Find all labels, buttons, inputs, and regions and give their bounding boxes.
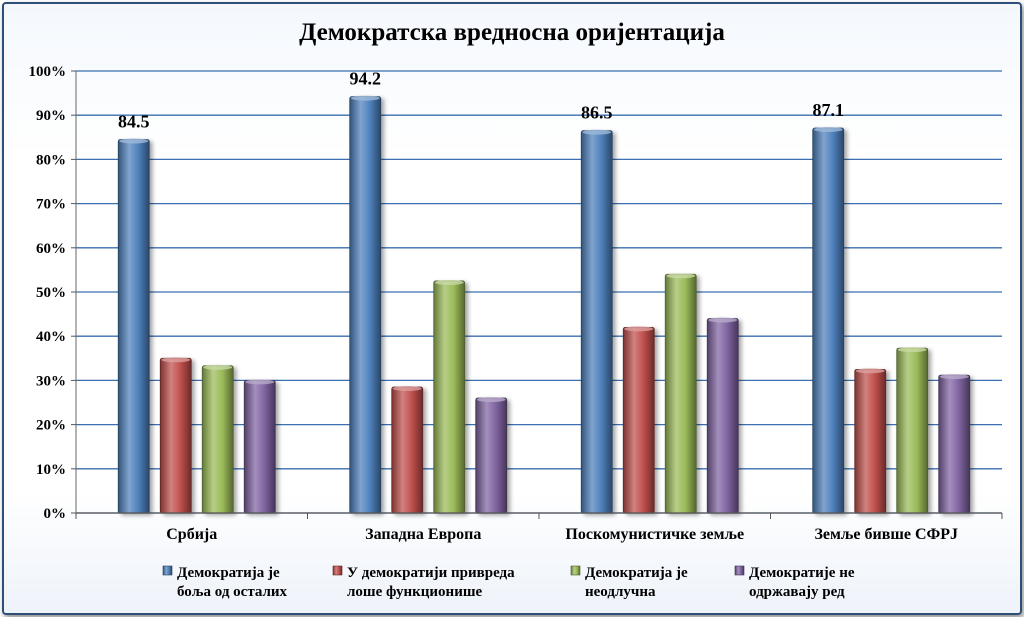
- y-tick-label: 0%: [44, 506, 67, 522]
- bar-top-highlight: [624, 326, 654, 332]
- bar-top-highlight: [392, 386, 422, 392]
- bar-top-highlight: [897, 347, 927, 353]
- bar-top-highlight: [245, 379, 275, 385]
- legend-swatch: [332, 565, 343, 576]
- legend-label: боља од осталих: [177, 584, 288, 600]
- bar-top-highlight: [434, 279, 464, 285]
- x-tick-label: Поскомунистичке земље: [565, 526, 744, 543]
- y-tick-label: 30%: [36, 373, 66, 389]
- y-tick-label: 10%: [36, 462, 66, 478]
- x-tick-label: Западна Европа: [365, 526, 481, 543]
- bar: [896, 347, 929, 514]
- x-tick-label: Земље бивше СФРЈ: [814, 526, 958, 543]
- bar: [580, 130, 613, 514]
- legend-label: У демократији привреда: [347, 565, 515, 581]
- y-tick-label: 90%: [36, 108, 66, 124]
- bar-top-highlight: [119, 138, 149, 144]
- bar: [938, 374, 971, 514]
- bar-top-highlight: [939, 374, 969, 380]
- bar: [433, 280, 466, 514]
- legend-swatch: [734, 565, 745, 576]
- y-tick-label: 40%: [36, 329, 66, 345]
- bar-top-highlight: [855, 368, 885, 374]
- bar-top-highlight: [350, 95, 380, 101]
- x-tick-label: Србија: [166, 526, 217, 543]
- legend-label: одржавају ред: [749, 584, 845, 600]
- y-tick-label: 20%: [36, 418, 66, 434]
- y-tick-label: 60%: [36, 241, 66, 257]
- bar: [201, 365, 234, 514]
- bar: [622, 326, 655, 514]
- legend-label: неодлучна: [585, 584, 656, 600]
- bar-top-highlight: [813, 127, 843, 133]
- y-tick-label: 80%: [36, 152, 66, 168]
- bar-top-highlight: [666, 273, 696, 279]
- chart-title: Демократска вредносна оријентација: [299, 19, 725, 46]
- data-label: 87.1: [813, 100, 845, 120]
- legend-label: Демократија је: [177, 565, 280, 581]
- legend-swatch: [570, 565, 581, 576]
- bar: [706, 318, 739, 514]
- bar-top-highlight: [161, 357, 191, 363]
- y-tick-label: 50%: [36, 285, 66, 301]
- y-tick-label: 100%: [29, 64, 67, 80]
- bar: [664, 273, 697, 514]
- legend-swatch: [162, 565, 173, 576]
- bar: [117, 139, 150, 514]
- bar-top-highlight: [708, 317, 738, 323]
- bar: [812, 127, 845, 514]
- y-tick-label: 70%: [36, 197, 66, 213]
- bar-top-highlight: [476, 397, 506, 403]
- bar: [391, 386, 424, 514]
- bar-top-highlight: [582, 129, 612, 135]
- bar: [475, 397, 508, 514]
- bar: [349, 96, 382, 514]
- legend-label: Демократија је: [585, 565, 688, 581]
- bar: [159, 357, 192, 514]
- bar: [243, 379, 276, 514]
- data-label: 94.2: [350, 69, 382, 89]
- data-label: 86.5: [581, 103, 613, 123]
- bar-top-highlight: [203, 364, 233, 370]
- data-label: 84.5: [118, 112, 150, 132]
- bar: [854, 368, 887, 514]
- legend-label: Демократије не: [749, 565, 855, 581]
- legend-label: лоше функционише: [347, 584, 483, 600]
